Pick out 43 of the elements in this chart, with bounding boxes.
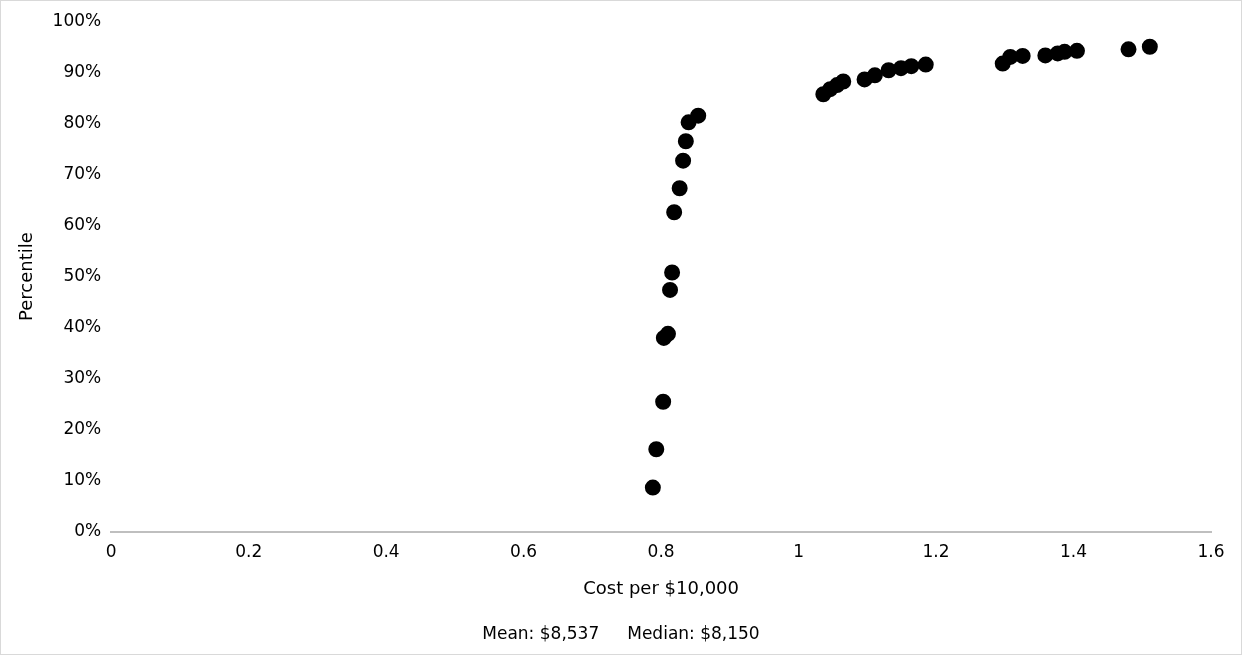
x-tick-label: 0 [105,540,117,561]
y-tick-label: 100% [52,9,102,30]
y-tick-label: 90% [63,60,102,81]
point [866,67,883,84]
point [671,180,688,197]
point [1014,47,1031,64]
x-tick-label: 0.8 [647,540,675,561]
point [1120,41,1137,58]
y-tick-label: 20% [63,418,102,439]
point [1068,42,1085,59]
y-tick-label: 0% [74,520,102,541]
x-axis-title: Cost per $10,000 [583,576,739,598]
x-tick-label: 0.2 [235,540,263,561]
x-tick-label: 1.4 [1060,540,1088,561]
text: Median: $8,150 [627,623,760,643]
point [835,73,852,90]
x-tick-label: 1 [793,540,804,561]
y-tick-label: 70% [63,162,102,183]
y-tick-label: 40% [63,316,102,337]
point [1141,38,1158,55]
text: Mean: $8,537 [482,623,600,643]
y-tick-label: 50% [63,265,102,286]
point [662,281,679,298]
point [677,133,694,150]
x-tick-label: 1.2 [922,540,950,561]
y-tick-label: 30% [63,367,102,388]
x-tick-label: 0.6 [510,540,538,561]
point [664,264,681,281]
y-tick-label: 10% [63,469,102,490]
point [917,56,934,73]
point [903,58,920,75]
point [666,204,683,221]
point [675,152,692,169]
y-axis-title: Percentile [15,232,37,322]
x-tick-label: 1.6 [1197,540,1225,561]
point [690,107,707,124]
x-tick-label: 0.4 [372,540,400,561]
y-tick-label: 60% [63,213,102,234]
y-tick-label: 80% [63,111,102,132]
point [659,325,676,342]
point [644,479,661,496]
point [648,441,665,458]
point [655,393,672,410]
